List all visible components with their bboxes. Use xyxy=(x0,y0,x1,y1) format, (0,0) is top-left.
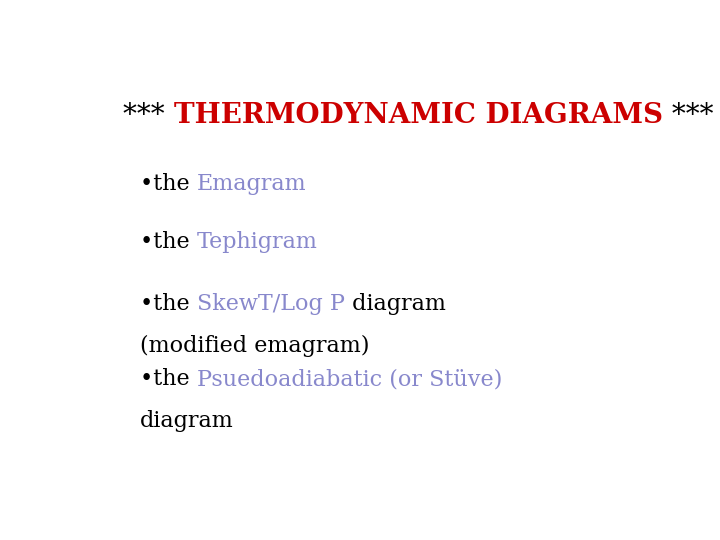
Text: Emagram: Emagram xyxy=(197,173,307,195)
Text: diagram: diagram xyxy=(140,410,234,432)
Text: SkewT/Log P: SkewT/Log P xyxy=(197,294,345,315)
Text: ***: *** xyxy=(663,102,714,129)
Text: •the: •the xyxy=(140,294,197,315)
Text: •the: •the xyxy=(140,231,197,253)
Text: Psuedoadiabatic (or Stüve): Psuedoadiabatic (or Stüve) xyxy=(197,368,503,390)
Text: diagram: diagram xyxy=(345,294,446,315)
Text: Tephigram: Tephigram xyxy=(197,231,318,253)
Text: THERMODYNAMIC DIAGRAMS: THERMODYNAMIC DIAGRAMS xyxy=(174,102,663,129)
Text: ***: *** xyxy=(124,102,174,129)
Text: •the: •the xyxy=(140,173,197,195)
Text: •the: •the xyxy=(140,368,197,390)
Text: (modified emagram): (modified emagram) xyxy=(140,335,370,357)
